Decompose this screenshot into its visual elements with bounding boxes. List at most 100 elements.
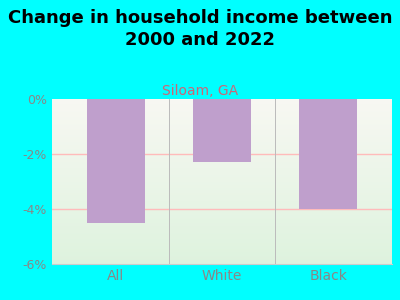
Bar (193, 99, 251, 162)
Bar (52, 114, 392, 116)
Bar (52, 163, 392, 165)
Bar (52, 256, 392, 257)
Bar (52, 193, 392, 195)
Bar (52, 219, 392, 221)
Bar (52, 201, 392, 203)
Bar (52, 145, 392, 147)
Bar (52, 167, 392, 168)
Bar (52, 175, 392, 176)
Bar (52, 107, 392, 109)
Bar (52, 173, 392, 175)
Bar (52, 188, 392, 190)
Bar (52, 198, 392, 200)
Bar (52, 251, 392, 252)
Bar (52, 236, 392, 238)
Bar (52, 229, 392, 231)
Bar (299, 99, 358, 209)
Bar (52, 209, 392, 211)
Bar (52, 259, 392, 261)
Bar (52, 208, 392, 209)
Bar (52, 228, 392, 229)
Bar (52, 234, 392, 236)
Bar (52, 176, 392, 178)
Bar (52, 254, 392, 256)
Bar (52, 239, 392, 241)
Bar (52, 196, 392, 198)
Bar (52, 178, 392, 180)
Bar (52, 111, 392, 112)
Bar (52, 257, 392, 259)
Bar (52, 233, 392, 234)
Bar (52, 137, 392, 139)
Bar (52, 218, 392, 220)
Bar (86, 99, 145, 223)
Bar (52, 153, 392, 155)
Bar (52, 157, 392, 158)
Bar (52, 186, 392, 188)
Bar (52, 203, 392, 205)
Bar (52, 213, 392, 214)
Bar (52, 241, 392, 242)
Bar (52, 102, 392, 104)
Bar (52, 249, 392, 251)
Bar (52, 224, 392, 226)
Bar (52, 231, 392, 232)
Bar (52, 124, 392, 125)
Bar (52, 99, 392, 101)
Bar (52, 120, 392, 122)
Bar (52, 127, 392, 129)
Bar (52, 134, 392, 135)
Bar (52, 130, 392, 132)
Bar (52, 244, 392, 246)
Bar (52, 183, 392, 185)
Bar (52, 168, 392, 170)
Bar (52, 195, 392, 196)
Bar (52, 242, 392, 244)
Text: Siloam, GA: Siloam, GA (162, 84, 238, 98)
Bar (52, 147, 392, 148)
Bar (52, 116, 392, 117)
Bar (52, 142, 392, 144)
Bar (52, 119, 392, 120)
Bar (52, 160, 392, 162)
Bar (52, 200, 392, 201)
Bar (52, 155, 392, 157)
Bar (52, 191, 392, 193)
Bar (52, 214, 392, 216)
Bar (52, 253, 392, 254)
Bar (52, 221, 392, 223)
Bar (52, 139, 392, 140)
Bar (52, 223, 392, 224)
Bar (52, 104, 392, 106)
Bar (52, 246, 392, 248)
Bar (52, 182, 392, 183)
Bar (52, 112, 392, 114)
Bar (52, 148, 392, 150)
Bar (52, 172, 392, 173)
Bar (52, 101, 392, 102)
Bar (52, 211, 392, 213)
Bar (52, 180, 392, 182)
Bar (52, 162, 392, 163)
Bar (52, 135, 392, 137)
Bar (52, 185, 392, 186)
Bar (52, 226, 392, 228)
Bar (52, 144, 392, 145)
Bar (52, 205, 392, 206)
Bar (52, 170, 392, 172)
Bar (52, 129, 392, 130)
Bar (52, 140, 392, 142)
Bar (52, 248, 392, 249)
Bar (52, 216, 392, 218)
Bar (52, 122, 392, 124)
Bar (52, 125, 392, 127)
Bar (52, 262, 392, 264)
Bar (52, 152, 392, 153)
Bar (52, 261, 392, 262)
Bar (52, 117, 392, 119)
Bar (52, 106, 392, 107)
Text: Change in household income between
2000 and 2022: Change in household income between 2000 … (8, 9, 392, 49)
Bar (52, 206, 392, 208)
Bar (52, 238, 392, 239)
Bar (52, 165, 392, 167)
